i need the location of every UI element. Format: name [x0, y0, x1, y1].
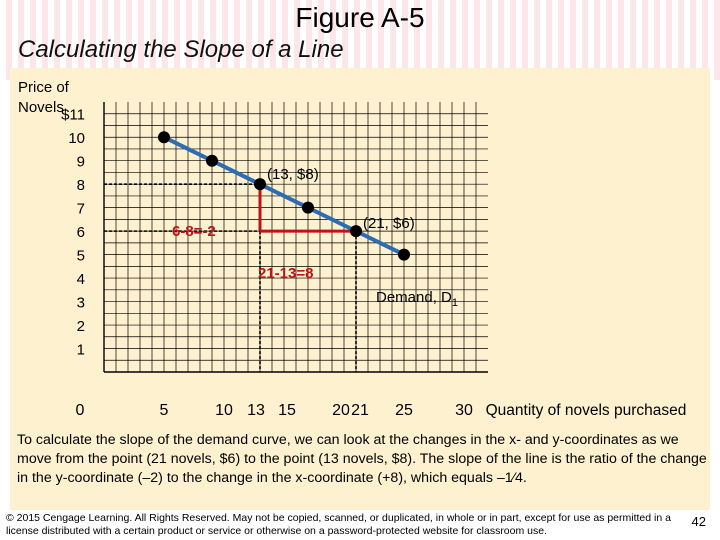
y-tick-label: 2	[77, 318, 85, 335]
y-tick-label: 6	[77, 224, 85, 241]
rise-annotation: 6-8=-2	[172, 223, 216, 240]
y-axis-title: Price of	[18, 79, 70, 96]
chart-panel	[10, 68, 710, 510]
figure-caption: To calculate the slope of the demand cur…	[17, 432, 707, 486]
point-label-21-6: (21, $6)	[363, 215, 415, 232]
y-tick-label: 8	[77, 177, 85, 194]
x-tick-label: 21	[351, 402, 369, 419]
x-tick-label: 20	[332, 402, 350, 419]
x-tick-label: 13	[247, 402, 265, 419]
point-label-13-8: (13, $8)	[267, 166, 319, 183]
y-tick-label: 3	[77, 295, 85, 312]
series-label-demand: Demand, D1	[376, 289, 458, 309]
y-tick-label: 7	[77, 201, 85, 218]
y-tick-label: 5	[77, 248, 85, 265]
demand-point	[254, 178, 266, 191]
y-tick-label: 9	[77, 154, 85, 171]
run-annotation: 21-13=8	[258, 265, 313, 282]
demand-point	[350, 225, 362, 238]
x-tick-label: 10	[215, 402, 233, 419]
demand-point	[206, 154, 218, 167]
demand-point	[158, 131, 170, 144]
figure-subtitle: Calculating the Slope of a Line	[18, 36, 344, 63]
header-stripes	[0, 0, 720, 80]
y-tick-label: 1	[77, 342, 85, 359]
y-tick-label: 10	[68, 130, 85, 147]
demand-point	[398, 248, 410, 261]
x-tick-label: 15	[278, 402, 296, 419]
x-tick-label: 5	[160, 402, 169, 419]
copyright-notice: © 2015 Cengage Learning. All Rights Rese…	[6, 512, 671, 537]
figure-title: Figure A-5	[295, 2, 425, 33]
x-tick-label: 25	[395, 402, 413, 419]
y-tick-label: $11	[61, 107, 85, 124]
y-tick-label: 4	[77, 271, 85, 288]
x-tick-label: 30	[455, 402, 473, 419]
x-axis-title: Quantity of novels purchased	[486, 402, 687, 419]
x-tick-label: 0	[76, 402, 85, 419]
y-axis-title: Novels	[18, 99, 64, 116]
page-number: 42	[691, 514, 706, 529]
demand-point	[302, 201, 314, 214]
demand-line	[162, 135, 406, 257]
